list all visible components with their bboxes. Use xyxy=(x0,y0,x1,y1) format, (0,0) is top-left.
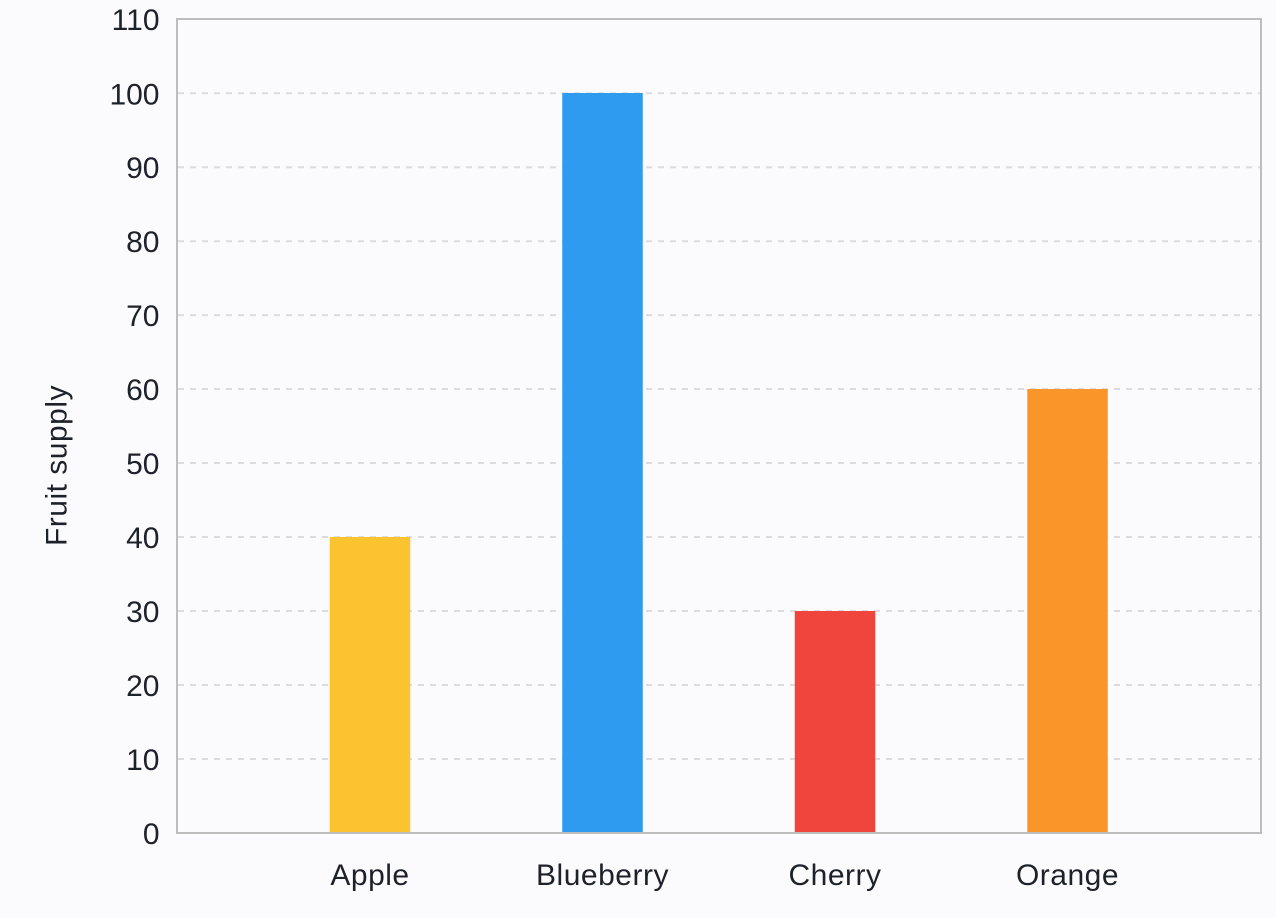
svg-text:Orange: Orange xyxy=(1016,859,1119,892)
svg-text:10: 10 xyxy=(126,744,159,777)
svg-text:60: 60 xyxy=(126,374,159,407)
svg-text:50: 50 xyxy=(126,448,159,481)
svg-text:Blueberry: Blueberry xyxy=(536,859,669,892)
svg-text:Fruit supply: Fruit supply xyxy=(41,385,74,546)
svg-text:70: 70 xyxy=(126,300,159,333)
svg-text:30: 30 xyxy=(126,596,159,629)
svg-text:110: 110 xyxy=(112,4,160,37)
svg-text:100: 100 xyxy=(109,78,159,111)
svg-text:20: 20 xyxy=(126,670,159,703)
svg-text:0: 0 xyxy=(143,818,160,851)
svg-text:80: 80 xyxy=(126,226,159,259)
svg-text:90: 90 xyxy=(126,152,159,185)
svg-text:Apple: Apple xyxy=(330,859,409,892)
svg-text:Cherry: Cherry xyxy=(788,859,881,892)
svg-text:40: 40 xyxy=(126,522,159,555)
